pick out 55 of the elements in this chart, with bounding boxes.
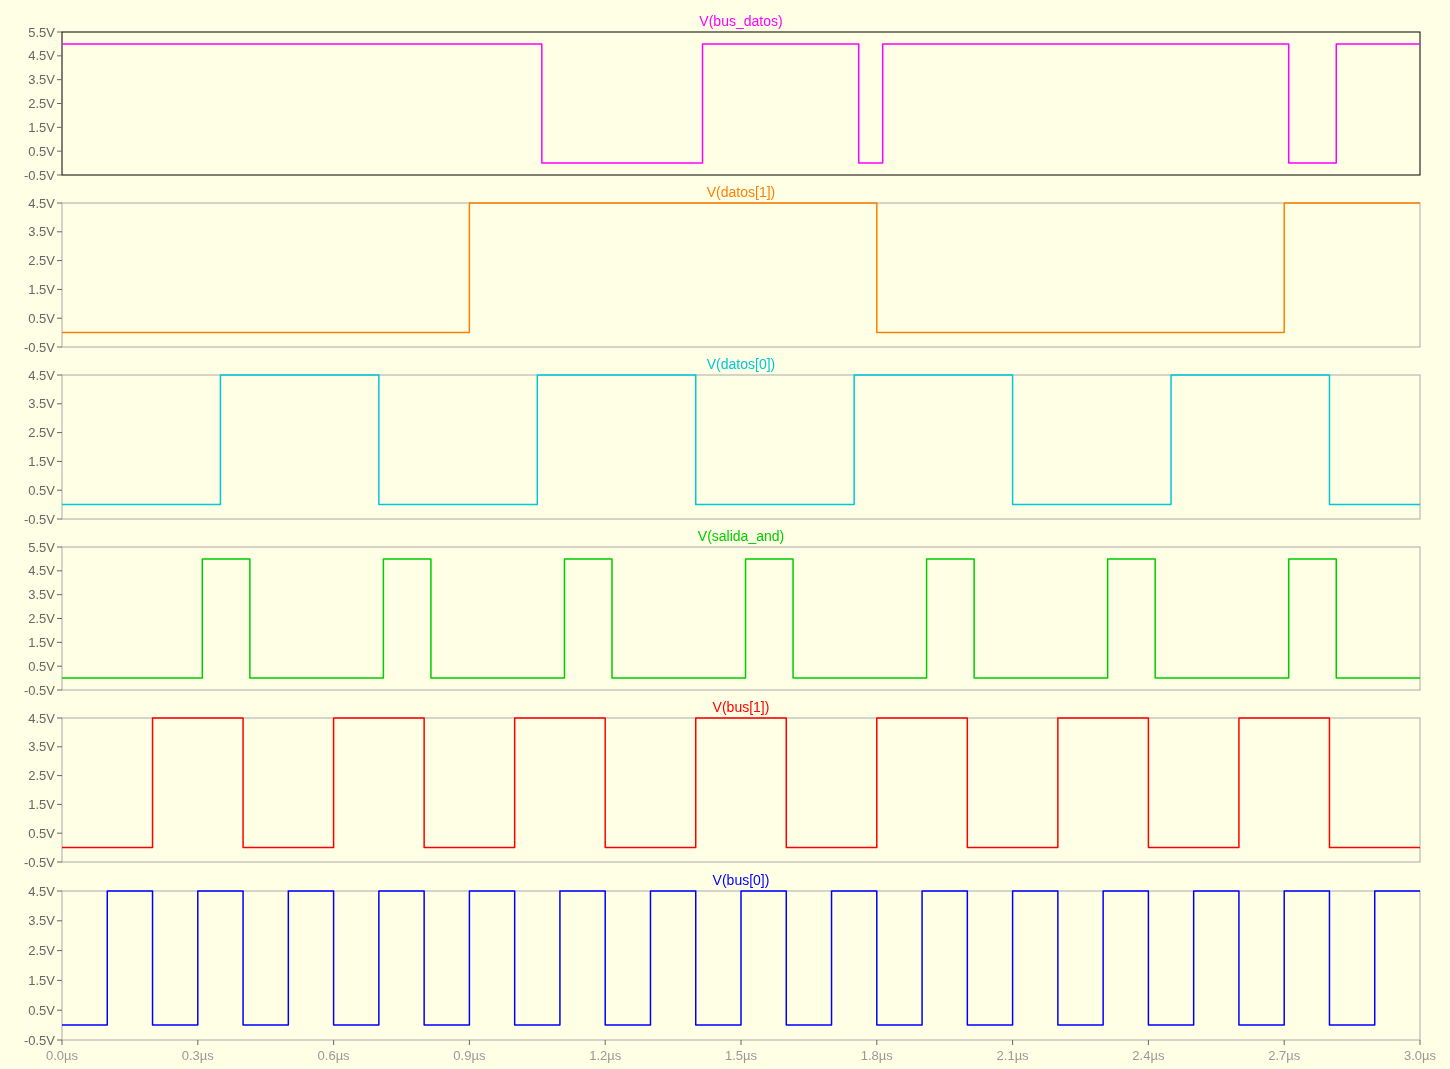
series-label: V(salida_and) xyxy=(697,528,785,544)
series-label: V(datos[0]) xyxy=(706,356,776,372)
series-label: V(datos[1]) xyxy=(706,184,776,200)
y-tick-label: 3.5V xyxy=(28,396,56,412)
x-tick-label: 3.0µs xyxy=(1403,1048,1437,1063)
y-tick-label: 3.5V xyxy=(28,739,56,755)
y-tick-label: 2.5V xyxy=(28,943,56,959)
y-tick-label: 1.5V xyxy=(28,634,56,650)
y-tick-label: -0.5V xyxy=(23,339,56,355)
x-tick-label: 0.9µs xyxy=(453,1048,486,1063)
y-tick-label: 0.5V xyxy=(28,310,56,326)
y-tick-label: 5.5V xyxy=(28,24,56,40)
x-tick-label: 0.6µs xyxy=(317,1048,351,1063)
y-tick-label: -0.5V xyxy=(23,854,56,870)
y-tick-label: 2.5V xyxy=(28,768,56,784)
y-tick-label: 0.5V xyxy=(28,482,56,498)
y-tick-label: 3.5V xyxy=(28,72,56,88)
x-tick-label: 2.7µs xyxy=(1268,1048,1301,1063)
x-tick-label: 2.4µs xyxy=(1132,1048,1165,1063)
y-tick-label: 1.5V xyxy=(28,972,56,988)
y-tick-label: 0.5V xyxy=(28,658,56,674)
series-label: V(bus[1]) xyxy=(712,699,770,715)
y-tick-label: 3.5V xyxy=(28,224,56,240)
y-tick-label: 1.5V xyxy=(28,281,56,297)
x-tick-label: 1.8µs xyxy=(860,1048,894,1063)
y-tick-label: 0.5V xyxy=(28,143,56,159)
y-tick-label: 4.5V xyxy=(28,48,56,64)
y-tick-label: 1.5V xyxy=(28,453,56,469)
y-tick-label: 0.5V xyxy=(28,825,56,841)
y-tick-label: 4.5V xyxy=(28,195,56,211)
x-tick-label: 1.2µs xyxy=(589,1048,622,1063)
y-tick-label: 1.5V xyxy=(28,119,56,135)
y-tick-label: -0.5V xyxy=(23,682,56,698)
y-tick-label: -0.5V xyxy=(23,1032,56,1048)
y-tick-label: 3.5V xyxy=(28,587,56,603)
series-label: V(bus[0]) xyxy=(712,872,770,888)
y-tick-label: 5.5V xyxy=(28,539,56,555)
x-tick-label: 2.1µs xyxy=(996,1048,1030,1063)
y-tick-label: 2.5V xyxy=(28,611,56,627)
x-tick-label: 0.0µs xyxy=(45,1048,79,1063)
y-tick-label: 4.5V xyxy=(28,883,56,899)
y-tick-label: 4.5V xyxy=(28,563,56,579)
y-tick-label: -0.5V xyxy=(23,167,56,183)
y-tick-label: 2.5V xyxy=(28,253,56,269)
y-tick-label: 4.5V xyxy=(28,367,56,383)
y-tick-label: 2.5V xyxy=(28,96,56,112)
y-tick-label: -0.5V xyxy=(23,511,56,527)
y-tick-label: 1.5V xyxy=(28,796,56,812)
y-tick-label: 2.5V xyxy=(28,425,56,441)
y-tick-label: 0.5V xyxy=(28,1002,56,1018)
y-tick-label: 4.5V xyxy=(28,710,56,726)
y-tick-label: 3.5V xyxy=(28,913,56,929)
x-tick-label: 0.3µs xyxy=(181,1048,215,1063)
series-label: V(bus_datos) xyxy=(699,13,783,29)
x-tick-label: 1.5µs xyxy=(724,1048,758,1063)
